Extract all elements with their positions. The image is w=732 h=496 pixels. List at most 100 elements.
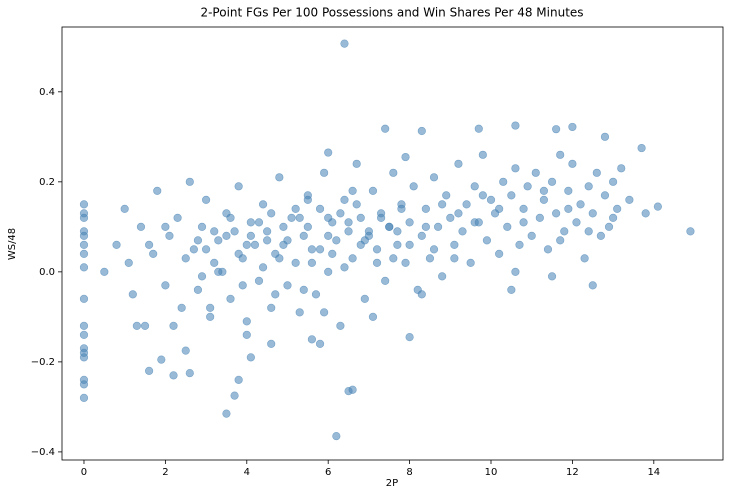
point — [193, 236, 203, 245]
point — [177, 303, 186, 312]
point — [377, 213, 386, 222]
point — [185, 369, 194, 378]
point — [511, 164, 520, 173]
point — [206, 303, 215, 312]
point — [450, 254, 459, 263]
point — [653, 202, 662, 211]
point — [169, 321, 178, 330]
point — [450, 240, 459, 249]
point — [625, 195, 634, 204]
point — [527, 231, 536, 240]
point — [315, 204, 325, 213]
point — [495, 204, 504, 213]
point — [584, 227, 593, 236]
point — [315, 245, 325, 254]
point — [295, 308, 304, 317]
point — [389, 254, 398, 263]
point — [226, 294, 235, 303]
point — [556, 236, 565, 245]
point — [295, 213, 304, 222]
point — [250, 240, 260, 249]
point — [214, 267, 223, 276]
point — [572, 218, 581, 227]
point — [438, 200, 447, 209]
point — [523, 182, 532, 191]
point — [519, 204, 528, 213]
point — [246, 218, 255, 227]
point — [344, 227, 353, 236]
point — [344, 218, 353, 227]
point — [267, 339, 276, 348]
point — [165, 231, 174, 240]
point — [307, 245, 317, 254]
point — [120, 204, 129, 213]
point — [201, 245, 211, 254]
point — [79, 330, 89, 339]
point — [584, 182, 593, 191]
point — [340, 195, 349, 204]
point — [588, 281, 597, 290]
point — [336, 209, 345, 218]
point — [230, 391, 239, 400]
point — [238, 281, 247, 290]
point — [79, 294, 89, 303]
point — [340, 263, 349, 272]
x-tick-label: 10 — [485, 467, 498, 478]
point — [641, 209, 650, 218]
point — [356, 213, 365, 222]
point — [242, 317, 251, 326]
plot-frame — [61, 26, 724, 461]
point — [609, 177, 618, 186]
point — [287, 213, 296, 222]
point — [189, 245, 198, 254]
point — [401, 258, 410, 267]
point — [332, 432, 341, 441]
point — [246, 231, 255, 240]
point — [478, 150, 487, 159]
point — [258, 263, 268, 272]
point — [433, 222, 443, 231]
point — [499, 177, 508, 186]
point — [315, 339, 325, 348]
point — [307, 258, 317, 267]
point — [604, 222, 614, 231]
point — [519, 218, 528, 227]
point — [246, 353, 255, 362]
point — [279, 222, 288, 231]
point — [169, 371, 178, 380]
chart-title: 2-Point FGs Per 100 Possessions and Win … — [200, 6, 583, 20]
x-tick-label: 0 — [81, 467, 87, 478]
point — [299, 231, 308, 240]
x-tick-label: 8 — [406, 467, 412, 478]
point — [368, 186, 378, 195]
point — [543, 245, 553, 254]
point — [547, 272, 557, 281]
point — [486, 195, 496, 204]
point — [405, 333, 414, 342]
point — [609, 213, 618, 222]
point — [320, 308, 329, 317]
point — [161, 281, 170, 290]
point — [79, 263, 89, 272]
x-tick-label: 4 — [244, 467, 250, 478]
point — [547, 177, 557, 186]
point — [242, 240, 251, 249]
point — [149, 249, 158, 258]
point — [291, 204, 300, 213]
point — [507, 191, 516, 200]
point — [267, 209, 276, 218]
point — [560, 227, 569, 236]
x-tick-label: 12 — [566, 467, 579, 478]
point — [360, 294, 369, 303]
point — [181, 254, 190, 263]
point — [210, 227, 219, 236]
point — [324, 213, 333, 222]
point — [535, 213, 544, 222]
point — [254, 276, 264, 285]
point — [79, 344, 89, 353]
point — [324, 231, 333, 240]
point — [564, 186, 573, 195]
point — [132, 321, 141, 330]
point — [348, 385, 357, 394]
point — [446, 213, 455, 222]
